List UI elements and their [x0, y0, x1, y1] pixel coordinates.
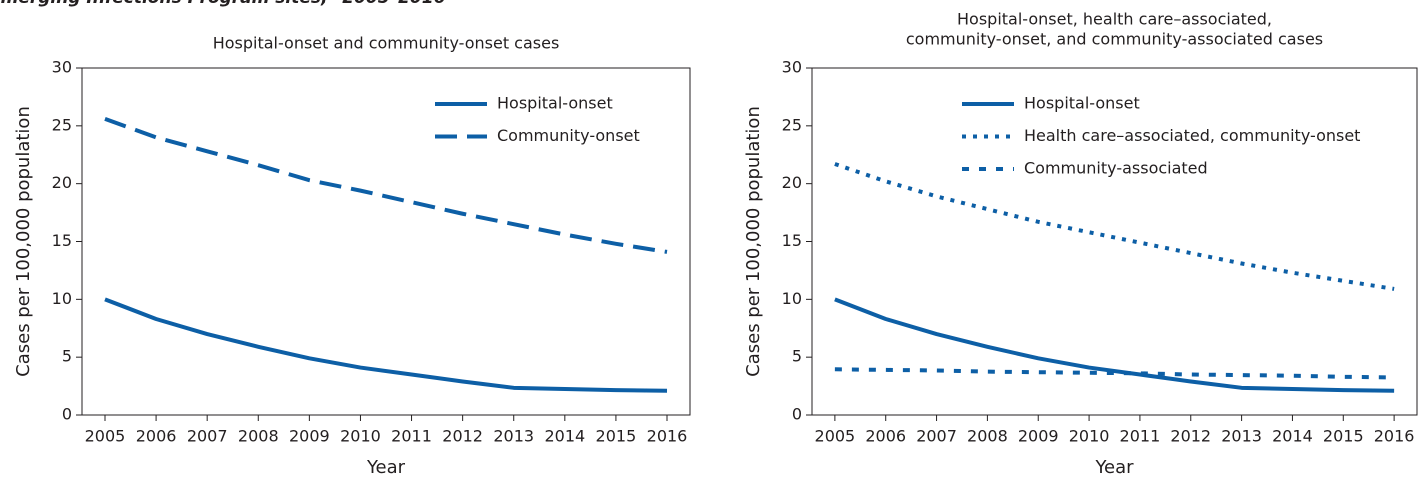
x-tick-label: 2015 [596, 427, 637, 446]
chart-panel: Hospital-onset and community-onset cases… [13, 34, 691, 478]
y-tick-label: 10 [52, 289, 72, 308]
figure-header: Emerging Infections Program sites,* 2005… [0, 0, 446, 8]
x-tick-label: 2010 [340, 427, 381, 446]
x-tick-label: 2005 [85, 427, 126, 446]
y-tick-label: 0 [792, 405, 802, 424]
y-tick-label: 5 [62, 347, 72, 366]
y-tick-label: 20 [52, 173, 72, 192]
x-tick-label: 2013 [493, 427, 534, 446]
legend-label: Hospital-onset [1024, 94, 1140, 113]
plot-frame [811, 67, 1418, 416]
y-tick-label: 20 [782, 173, 802, 192]
x-axis-label: Year [366, 457, 406, 478]
plot-frame [81, 67, 691, 416]
legend-label: Community-onset [497, 126, 640, 145]
y-tick-label: 30 [782, 58, 802, 77]
x-tick-label: 2009 [289, 427, 330, 446]
x-tick-label: 2012 [442, 427, 483, 446]
chart-panel: Hospital-onset, health care–associated,c… [743, 10, 1418, 478]
x-tick-label: 2016 [1374, 427, 1415, 446]
x-tick-label: 2014 [544, 427, 585, 446]
y-tick-label: 25 [782, 115, 802, 134]
legend-label: Hospital-onset [497, 94, 613, 113]
series-line [104, 297, 668, 393]
x-tick-label: 2016 [647, 427, 688, 446]
y-tick-label: 30 [52, 58, 72, 77]
legend-label: Health care–associated, community-onset [1024, 126, 1360, 145]
x-tick-label: 2015 [1323, 427, 1364, 446]
chart-title: Hospital-onset and community-onset cases [213, 34, 560, 53]
x-tick-label: 2009 [1018, 427, 1059, 446]
x-tick-label: 2011 [1120, 427, 1161, 446]
series-line [104, 117, 668, 254]
x-tick-label: 2007 [916, 427, 957, 446]
x-tick-label: 2005 [815, 427, 856, 446]
x-tick-label: 2006 [865, 427, 906, 446]
chart-title: community-onset, and community-associate… [906, 30, 1323, 49]
y-axis-label: Cases per 100,000 population [13, 106, 34, 377]
x-tick-label: 2013 [1221, 427, 1262, 446]
x-tick-label: 2006 [136, 427, 177, 446]
x-tick-label: 2008 [238, 427, 279, 446]
x-axis-label: Year [1094, 457, 1134, 478]
x-tick-label: 2007 [187, 427, 228, 446]
series-line [834, 162, 1395, 291]
y-axis-label: Cases per 100,000 population [743, 106, 764, 377]
x-tick-label: 2008 [967, 427, 1008, 446]
chart-title: Hospital-onset, health care–associated, [957, 10, 1272, 29]
x-tick-label: 2011 [391, 427, 432, 446]
y-tick-label: 15 [782, 231, 802, 250]
y-tick-label: 0 [62, 405, 72, 424]
y-tick-label: 5 [792, 347, 802, 366]
y-tick-label: 25 [52, 115, 72, 134]
x-tick-label: 2014 [1272, 427, 1313, 446]
y-tick-label: 10 [782, 289, 802, 308]
legend-label: Community-associated [1024, 159, 1208, 178]
x-tick-label: 2010 [1069, 427, 1110, 446]
y-tick-label: 15 [52, 231, 72, 250]
series-line [834, 297, 1395, 393]
x-tick-label: 2012 [1170, 427, 1211, 446]
